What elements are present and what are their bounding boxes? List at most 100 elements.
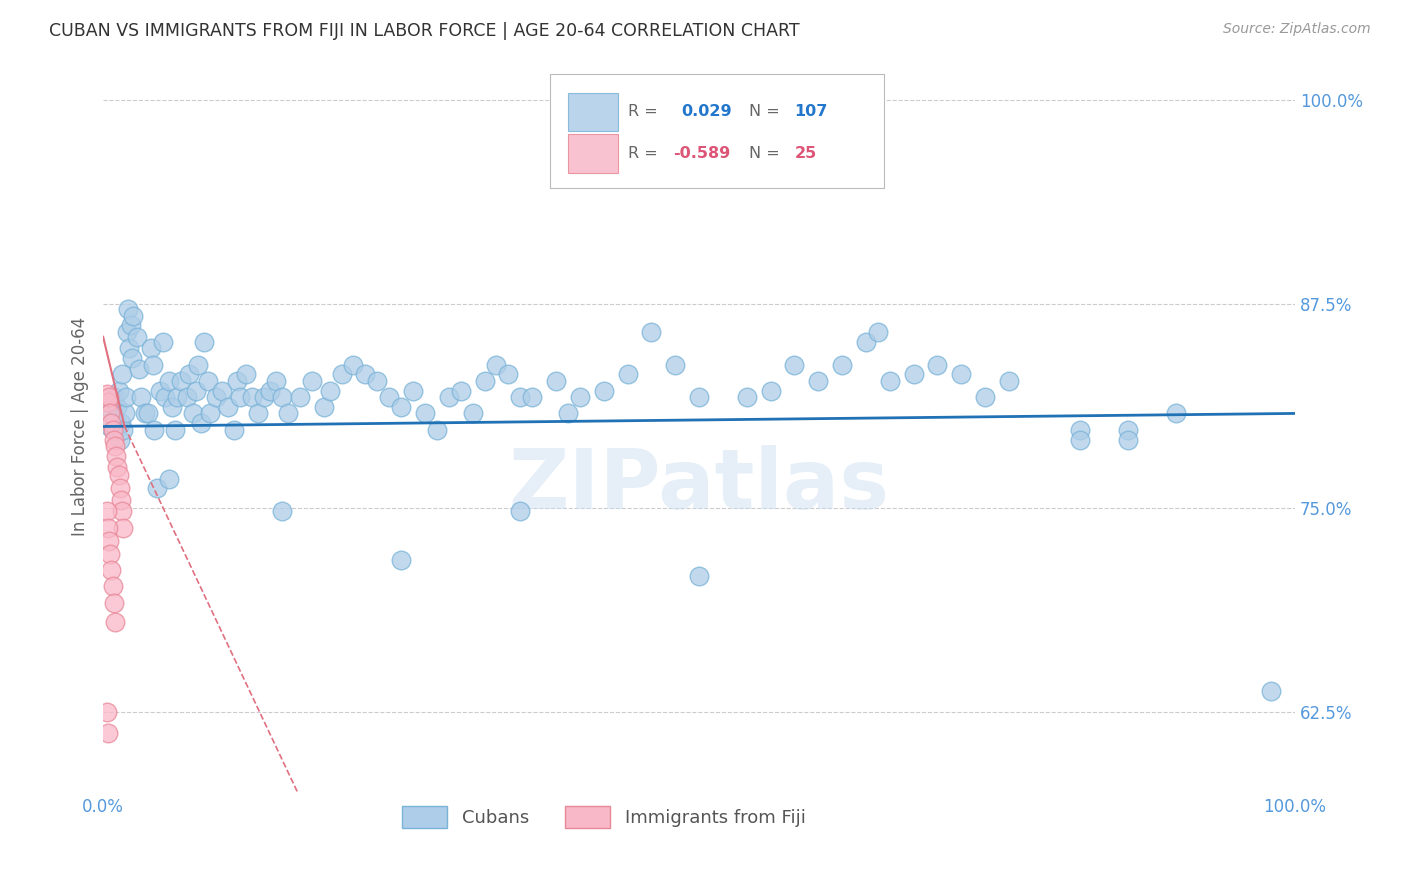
- Point: [264, 374, 287, 388]
- Point: [98, 547, 121, 561]
- Point: [110, 416, 132, 430]
- Point: [96, 504, 118, 518]
- Y-axis label: In Labor Force | Age 20-64: In Labor Force | Age 20-64: [72, 317, 89, 536]
- Point: [111, 504, 134, 518]
- Point: [120, 318, 142, 333]
- Point: [1069, 433, 1091, 447]
- Point: [176, 390, 198, 404]
- Point: [402, 384, 425, 398]
- Point: [128, 362, 150, 376]
- Point: [121, 351, 143, 365]
- Point: [366, 374, 388, 388]
- Point: [277, 406, 299, 420]
- Point: [104, 411, 127, 425]
- Point: [389, 400, 412, 414]
- Point: [108, 433, 131, 447]
- Point: [616, 368, 638, 382]
- Point: [157, 472, 180, 486]
- Point: [664, 358, 686, 372]
- Point: [247, 406, 270, 420]
- Point: [104, 439, 127, 453]
- Point: [301, 374, 323, 388]
- Point: [831, 358, 853, 372]
- Point: [107, 400, 129, 414]
- Point: [169, 374, 191, 388]
- Point: [640, 325, 662, 339]
- Point: [112, 520, 135, 534]
- Point: [253, 390, 276, 404]
- Point: [735, 390, 758, 404]
- Point: [474, 374, 496, 388]
- Point: [205, 390, 228, 404]
- Point: [855, 334, 877, 349]
- Point: [98, 406, 121, 420]
- Text: CUBAN VS IMMIGRANTS FROM FIJI IN LABOR FORCE | AGE 20-64 CORRELATION CHART: CUBAN VS IMMIGRANTS FROM FIJI IN LABOR F…: [49, 22, 800, 40]
- Point: [101, 423, 124, 437]
- Point: [312, 400, 335, 414]
- Point: [143, 423, 166, 437]
- Point: [122, 309, 145, 323]
- Point: [142, 358, 165, 372]
- Text: 25: 25: [794, 146, 817, 161]
- Point: [783, 358, 806, 372]
- Point: [318, 384, 340, 398]
- Text: ZIPatlas: ZIPatlas: [509, 445, 890, 525]
- Point: [96, 705, 118, 719]
- Point: [522, 390, 544, 404]
- Point: [229, 390, 252, 404]
- Point: [97, 395, 120, 409]
- Point: [98, 419, 121, 434]
- Point: [288, 390, 311, 404]
- Point: [125, 330, 148, 344]
- Point: [1164, 406, 1187, 420]
- Point: [200, 406, 222, 420]
- Point: [152, 334, 174, 349]
- Point: [129, 390, 152, 404]
- Point: [100, 416, 122, 430]
- Point: [903, 368, 925, 382]
- Point: [97, 520, 120, 534]
- Point: [157, 374, 180, 388]
- Point: [100, 563, 122, 577]
- Point: [509, 504, 531, 518]
- Point: [166, 390, 188, 404]
- Point: [117, 301, 139, 316]
- Point: [97, 726, 120, 740]
- Point: [211, 384, 233, 398]
- Legend: Cubans, Immigrants from Fiji: Cubans, Immigrants from Fiji: [395, 799, 813, 836]
- Point: [104, 615, 127, 629]
- Point: [688, 569, 710, 583]
- Point: [389, 553, 412, 567]
- Point: [190, 416, 212, 430]
- Text: R =: R =: [627, 146, 662, 161]
- Text: N =: N =: [749, 146, 780, 161]
- Point: [103, 596, 125, 610]
- Point: [1069, 423, 1091, 437]
- Point: [1260, 683, 1282, 698]
- Point: [998, 374, 1021, 388]
- Point: [927, 358, 949, 372]
- Point: [224, 423, 246, 437]
- Point: [134, 406, 156, 420]
- Point: [688, 390, 710, 404]
- Point: [162, 400, 184, 414]
- Point: [107, 468, 129, 483]
- Point: [111, 368, 134, 382]
- Point: [139, 341, 162, 355]
- Point: [544, 374, 567, 388]
- Point: [103, 433, 125, 447]
- Point: [866, 325, 889, 339]
- Point: [149, 384, 172, 398]
- Point: [105, 423, 128, 437]
- Point: [759, 384, 782, 398]
- Point: [426, 423, 449, 437]
- Point: [105, 449, 128, 463]
- Point: [450, 384, 472, 398]
- Point: [461, 406, 484, 420]
- Text: N =: N =: [749, 104, 780, 120]
- Point: [1116, 433, 1139, 447]
- Point: [354, 368, 377, 382]
- Point: [184, 384, 207, 398]
- Text: Source: ZipAtlas.com: Source: ZipAtlas.com: [1223, 22, 1371, 37]
- Point: [225, 374, 247, 388]
